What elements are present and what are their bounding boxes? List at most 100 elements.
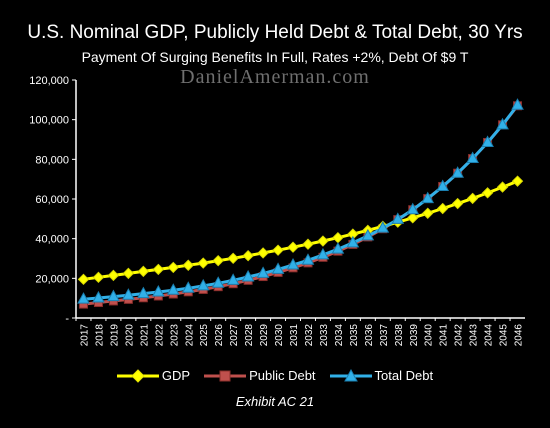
x-tick-label: 2020 <box>124 324 135 347</box>
data-point-total-debt <box>376 221 390 233</box>
x-tick-label: 2022 <box>154 324 165 347</box>
data-point-gdp <box>122 267 135 280</box>
data-point-total-debt <box>196 278 210 291</box>
legend-label-gdp: GDP <box>161 368 191 383</box>
x-tick-label: 2034 <box>334 324 345 347</box>
x-tick-label: 2044 <box>484 324 495 347</box>
series-gdp <box>77 175 524 286</box>
x-tick-label: 2025 <box>199 324 210 347</box>
legend-swatch-gdp <box>116 368 159 383</box>
data-point-gdp <box>317 235 329 247</box>
watermark: DanielAmerman.com <box>180 66 370 88</box>
x-tick-label: 2027 <box>229 324 240 347</box>
x-tick-label: 2018 <box>94 324 105 347</box>
data-point-gdp <box>92 271 105 284</box>
data-point-gdp <box>242 250 254 262</box>
data-point-gdp <box>407 212 419 224</box>
data-point-total-debt <box>406 202 420 215</box>
x-tick-label: 2038 <box>394 324 405 347</box>
exhibit-caption: Exhibit AC 21 <box>235 394 315 409</box>
data-point-total-debt <box>137 286 150 299</box>
y-tick-label: - <box>65 313 69 325</box>
x-tick-label: 2030 <box>274 324 285 347</box>
data-point-gdp <box>302 238 314 250</box>
data-point-gdp <box>287 241 299 253</box>
data-point-total-debt <box>77 292 90 304</box>
data-point-total-debt <box>271 262 285 274</box>
data-point-total-debt <box>286 258 300 270</box>
data-point-total-debt <box>496 117 509 130</box>
legend: GDP Public Debt Total Debt <box>0 368 550 383</box>
x-tick-label: 2026 <box>214 324 225 347</box>
data-point-gdp <box>227 252 239 265</box>
y-tick-label: 80,000 <box>35 154 69 166</box>
data-point-gdp <box>436 202 449 215</box>
x-tick-label: 2046 <box>514 324 525 347</box>
x-tick-label: 2045 <box>499 324 510 347</box>
data-point-total-debt <box>421 191 435 204</box>
legend-label-total-debt: Total Debt <box>374 368 434 383</box>
data-point-total-debt <box>451 166 464 178</box>
data-point-total-debt <box>346 235 360 248</box>
y-tick-label: 100,000 <box>29 115 69 127</box>
x-tick-label: 2032 <box>304 324 315 347</box>
x-tick-label: 2037 <box>379 324 390 347</box>
data-point-total-debt <box>166 283 180 295</box>
legend-swatch-total-debt <box>329 368 372 381</box>
data-point-gdp <box>257 247 269 259</box>
legend-item-gdp: GDP <box>116 368 191 383</box>
data-point-gdp <box>137 265 150 278</box>
y-tick-label: 60,000 <box>35 194 69 206</box>
data-point-total-debt <box>331 242 345 254</box>
data-point-total-debt <box>151 284 165 297</box>
data-point-total-debt <box>92 290 105 303</box>
data-point-gdp <box>332 231 344 244</box>
data-point-gdp <box>167 261 179 274</box>
data-point-gdp <box>212 254 224 267</box>
data-point-total-debt <box>226 273 240 285</box>
legend-swatch-public-debt <box>204 370 247 381</box>
data-point-gdp <box>107 269 120 282</box>
x-tick-label: 2024 <box>184 324 195 347</box>
data-point-total-debt <box>107 289 120 302</box>
series-layer <box>77 98 524 309</box>
data-point-gdp <box>77 273 90 286</box>
data-point-gdp <box>182 259 194 271</box>
data-point-gdp <box>481 187 494 199</box>
series-total-debt <box>77 98 524 304</box>
x-tick-label: 2017 <box>79 324 90 347</box>
x-tick-label: 2019 <box>109 324 120 347</box>
data-point-total-debt <box>122 288 135 300</box>
data-point-total-debt <box>256 266 270 278</box>
chart-subtitle: Payment Of Surging Benefits In Full, Rat… <box>81 49 469 65</box>
data-point-gdp <box>496 181 509 193</box>
data-point-gdp <box>272 244 284 256</box>
y-tick-label: 40,000 <box>35 234 69 246</box>
data-point-total-debt <box>466 151 479 164</box>
data-point-total-debt <box>391 212 405 224</box>
x-tick-label: 2041 <box>439 324 450 347</box>
legend-item-public-debt: Public Debt <box>204 368 316 383</box>
x-tick-label: 2043 <box>469 324 480 347</box>
x-tick-label: 2035 <box>349 324 360 347</box>
data-point-gdp <box>451 197 464 210</box>
data-point-total-debt <box>511 98 524 110</box>
x-tick-label: 2029 <box>259 324 270 347</box>
data-point-total-debt <box>241 269 255 282</box>
data-point-gdp <box>511 175 524 187</box>
x-tick-label: 2039 <box>409 324 420 347</box>
x-tick-label: 2031 <box>289 324 300 347</box>
x-tick-label: 2040 <box>424 324 435 347</box>
data-point-gdp <box>152 263 165 276</box>
data-point-gdp <box>197 257 209 269</box>
legend-item-total-debt: Total Debt <box>329 368 434 383</box>
data-point-total-debt <box>361 228 375 241</box>
data-point-total-debt <box>211 276 225 288</box>
x-tick-label: 2036 <box>364 324 375 347</box>
x-tick-label: 2042 <box>454 324 465 347</box>
legend-label-public-debt: Public Debt <box>249 368 316 383</box>
x-tick-label: 2028 <box>244 324 255 347</box>
x-tick-label: 2023 <box>169 324 180 347</box>
